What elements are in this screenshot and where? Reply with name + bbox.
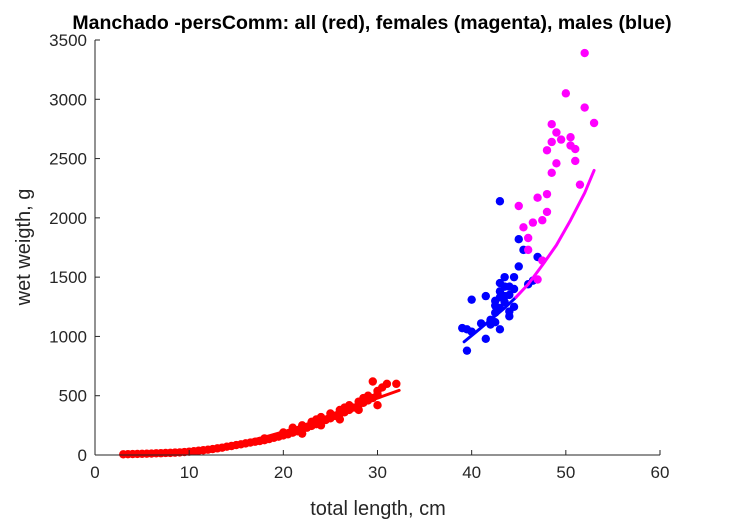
- fit-curve: [121, 388, 401, 457]
- data-point: [509, 284, 519, 294]
- data-point: [505, 312, 514, 321]
- data-point: [335, 415, 345, 424]
- fit-curve: [462, 295, 518, 344]
- data-point: [547, 168, 556, 177]
- y-tick-label: 1000: [49, 327, 87, 346]
- data-point: [467, 295, 476, 304]
- x-tick-label: 30: [368, 463, 387, 482]
- data-point: [547, 119, 556, 129]
- y-tick-label: 500: [59, 387, 87, 406]
- data-point: [533, 193, 542, 202]
- data-point: [495, 325, 505, 334]
- data-point: [542, 207, 552, 217]
- data-point: [514, 262, 523, 271]
- data-point: [580, 48, 589, 58]
- x-tick-label: 0: [90, 463, 99, 482]
- data-point: [481, 291, 490, 301]
- y-tick-label: 1500: [49, 268, 87, 287]
- x-tick-label: 40: [462, 463, 481, 482]
- data-point: [297, 429, 307, 438]
- x-tick-label: 50: [556, 463, 575, 482]
- scatter-series: [514, 48, 599, 284]
- data-point: [542, 146, 552, 155]
- data-point: [382, 379, 392, 389]
- data-point: [523, 233, 533, 243]
- data-point: [566, 133, 575, 142]
- data-point: [528, 218, 538, 227]
- data-point: [556, 135, 566, 144]
- data-point: [495, 197, 505, 206]
- data-point: [523, 245, 533, 255]
- data-point: [561, 89, 571, 98]
- plot-background: [95, 40, 660, 455]
- data-point: [373, 401, 382, 410]
- data-point: [481, 334, 490, 343]
- data-point: [514, 235, 523, 244]
- data-point: [571, 144, 580, 154]
- data-point: [533, 275, 542, 284]
- y-tick-label: 3000: [49, 90, 87, 109]
- x-axis-title: total length, cm: [310, 498, 446, 520]
- data-point: [542, 189, 552, 199]
- data-point: [589, 118, 599, 128]
- data-point: [538, 216, 547, 225]
- data-point: [500, 272, 509, 282]
- data-point: [316, 421, 326, 430]
- y-axis-title: wet weigth, g: [13, 189, 35, 307]
- data-point: [547, 137, 556, 147]
- data-point: [571, 156, 580, 166]
- data-point: [363, 391, 373, 400]
- fit-curve: [514, 168, 596, 299]
- y-tick-label: 3500: [49, 31, 87, 50]
- data-point: [509, 302, 519, 311]
- data-point: [462, 346, 472, 355]
- x-tick-label: 20: [274, 463, 293, 482]
- data-point: [552, 128, 561, 137]
- data-point: [392, 379, 401, 389]
- y-tick-label: 2500: [49, 150, 87, 169]
- chart-title: Manchado -persComm: all (red), females (…: [72, 12, 671, 34]
- y-tick-label: 0: [78, 446, 87, 465]
- data-point: [509, 272, 519, 282]
- data-point: [514, 201, 523, 211]
- data-point: [491, 318, 500, 327]
- data-point: [519, 223, 528, 232]
- y-tick-label: 2000: [49, 209, 87, 228]
- data-point: [575, 180, 585, 189]
- x-tick-label: 10: [180, 463, 199, 482]
- data-point: [368, 377, 377, 386]
- x-tick-label: 60: [651, 463, 670, 482]
- data-point: [505, 290, 514, 300]
- data-point: [580, 103, 589, 112]
- scatter-series: [458, 197, 542, 355]
- data-point: [354, 405, 363, 415]
- ticks-layer: 0 10 20 30 40 50 60 0 500 1000 1500 2000 2500 3000 350…: [49, 31, 669, 482]
- data-point: [552, 159, 561, 168]
